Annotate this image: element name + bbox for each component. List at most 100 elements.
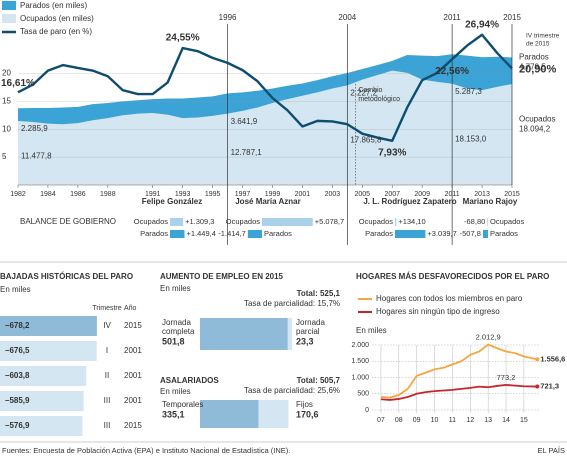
y-tick-label: 0 bbox=[365, 407, 369, 414]
value-label: 12.787,1 bbox=[231, 148, 263, 157]
bar bbox=[0, 366, 87, 386]
rate-label: 24,55% bbox=[166, 33, 200, 44]
balance-row-label: Ocupados bbox=[226, 217, 260, 226]
balance-row-label: Ocupados bbox=[490, 217, 524, 226]
quarter: II bbox=[105, 371, 109, 380]
rate-label: 22,56% bbox=[435, 66, 469, 77]
balance-value: +1.449,4 bbox=[186, 229, 215, 238]
segment-label: Jornada bbox=[162, 318, 191, 327]
balance-row-label: Parados bbox=[490, 229, 518, 238]
government-name: J. L. Rodríguez Zapatero bbox=[363, 197, 456, 206]
segment-label: parcial bbox=[296, 327, 320, 336]
x-tick-label: 1984 bbox=[40, 191, 56, 198]
balance-bar bbox=[395, 218, 397, 226]
x-tick-label: 2013 bbox=[474, 191, 490, 198]
bar bbox=[0, 341, 97, 361]
segment-label: Jornada bbox=[296, 318, 325, 327]
value-label: 11.477,8 bbox=[21, 151, 52, 160]
balance-bar bbox=[395, 230, 426, 238]
legend-swatch bbox=[2, 14, 16, 23]
line-tasa bbox=[17, 33, 513, 142]
legend-label: Hogares con todos los miembros en paro bbox=[376, 294, 523, 303]
balance-bar bbox=[170, 218, 184, 226]
balance-value: -1.414,7 bbox=[218, 229, 246, 238]
rate-label: 20,90% bbox=[519, 63, 557, 75]
segment-value: 170,6 bbox=[296, 409, 319, 419]
x-tick-label: 11 bbox=[449, 417, 456, 424]
value-label: 3.641,9 bbox=[231, 117, 258, 126]
end-label-name: Parados bbox=[519, 53, 549, 62]
balance-row-label: Parados bbox=[365, 229, 393, 238]
balance-value: +134,10 bbox=[398, 217, 425, 226]
rate-label: 7,93% bbox=[378, 147, 406, 158]
note: Tasa de parcialidad: 15,7% bbox=[244, 299, 340, 308]
year: 2015 bbox=[124, 321, 142, 330]
x-tick-label: 1982 bbox=[10, 191, 26, 198]
panel-title: AUMENTO DE EMPLEO EN 2015 bbox=[160, 272, 284, 281]
period-label: 1996 bbox=[219, 13, 237, 22]
x-tick-label: 2007 bbox=[384, 191, 400, 198]
legend-swatch bbox=[2, 1, 16, 10]
bar-segment bbox=[200, 400, 259, 428]
bar-segment bbox=[287, 318, 292, 350]
government-name: José María Aznar bbox=[235, 197, 301, 206]
balance-value: +3.039,7 bbox=[427, 229, 456, 238]
value-label: –576,9 bbox=[5, 421, 30, 430]
balance-value: +5.078,7 bbox=[315, 217, 344, 226]
value-label: 18.094,2 bbox=[519, 125, 551, 134]
balance-row-label: Ocupados bbox=[134, 217, 168, 226]
government-name: Felipe González bbox=[142, 197, 202, 206]
balance-value: +1.309,3 bbox=[185, 217, 214, 226]
x-tick-label: 2005 bbox=[355, 191, 371, 198]
value-label: 773,2 bbox=[497, 373, 516, 382]
balance-value: -507,8 bbox=[460, 229, 481, 238]
x-tick-label: 1999 bbox=[265, 191, 281, 198]
value-label: 17.865,8 bbox=[350, 135, 382, 144]
x-tick-label: 09 bbox=[413, 417, 421, 424]
x-tick-label: 1997 bbox=[235, 191, 251, 198]
annotation: Cambio bbox=[358, 87, 382, 94]
bar-segment bbox=[200, 318, 288, 350]
value-label: –676,5 bbox=[5, 346, 30, 355]
period-label: 2011 bbox=[444, 13, 462, 22]
value-label: 5.287,3 bbox=[455, 87, 482, 96]
bar bbox=[0, 391, 84, 411]
panel-title: BAJADAS HISTÓRICAS DEL PARO bbox=[0, 272, 133, 281]
quarter: III bbox=[104, 421, 111, 430]
government-name: Mariano Rajoy bbox=[463, 197, 518, 206]
y-tick-label: 15 bbox=[2, 96, 11, 105]
year: 2015 bbox=[124, 421, 142, 430]
x-tick-label: 1995 bbox=[205, 191, 221, 198]
panel-subtitle: En miles bbox=[160, 284, 191, 293]
x-tick-label: 10 bbox=[431, 417, 439, 424]
value-label: –603,8 bbox=[5, 371, 30, 380]
x-tick-label: 2003 bbox=[325, 191, 341, 198]
value-label: 2.285,9 bbox=[21, 124, 48, 133]
column-header: Año bbox=[124, 305, 137, 312]
end-label-name: Ocupados bbox=[519, 115, 555, 124]
rate-label: 26,94% bbox=[465, 19, 499, 30]
annotation: metodológico bbox=[358, 96, 400, 103]
quarter: III bbox=[104, 396, 111, 405]
column-header: Trimestre bbox=[92, 305, 121, 312]
x-tick-label: 14 bbox=[502, 417, 510, 424]
y-tick-label: 20 bbox=[2, 69, 11, 78]
balance-bar bbox=[482, 230, 488, 238]
x-tick-label: 07 bbox=[377, 417, 385, 424]
y-tick-label: 500 bbox=[357, 391, 369, 398]
bar bbox=[0, 316, 97, 336]
annotation: IV trimestre bbox=[526, 33, 560, 40]
quarter: IV bbox=[103, 321, 111, 330]
bar bbox=[0, 416, 83, 436]
y-tick-label: 5 bbox=[2, 152, 7, 161]
line bbox=[380, 383, 538, 401]
segment-value: 501,8 bbox=[162, 336, 185, 346]
quarter: I bbox=[106, 346, 108, 355]
total: Total: 505,7 bbox=[297, 376, 341, 385]
balance-row-label: Parados bbox=[140, 229, 168, 238]
year: 2001 bbox=[124, 371, 142, 380]
x-tick-label: 2001 bbox=[295, 191, 311, 198]
panel-title: ASALARIADOS bbox=[160, 376, 219, 385]
x-tick-label: 2009 bbox=[414, 191, 430, 198]
